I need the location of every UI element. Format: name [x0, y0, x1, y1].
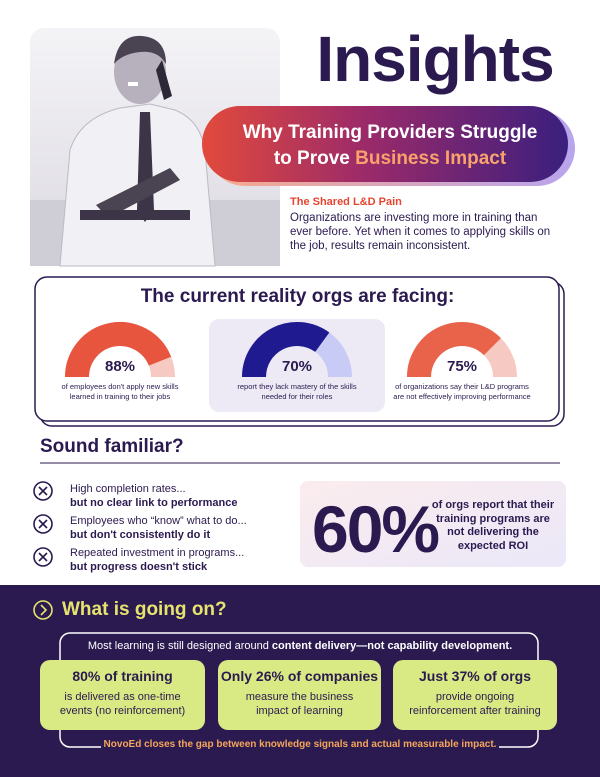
- stat-text: of employees don't apply new skills lear…: [61, 382, 179, 401]
- card-text: is delivered as one-time events (no rein…: [59, 691, 186, 717]
- card: Just 37% of orgs provide ongoing reinfor…: [393, 668, 557, 718]
- subtitle-text: to Prove: [273, 148, 350, 169]
- intro-text: Organizations are investing more in trai…: [290, 212, 551, 252]
- big-number: 60%: [312, 492, 440, 566]
- x-icon: [33, 481, 53, 567]
- lead-bold: content delivery—not capability developm…: [271, 640, 513, 652]
- section-title: What is going on?: [62, 599, 227, 620]
- card-heading: Only 26% of companies: [220, 668, 379, 684]
- item-text: High completion rates...: [70, 483, 186, 495]
- item-bold: but don't consistently do it: [70, 529, 211, 541]
- subtitle-line: Why Training Providers Struggle: [242, 122, 538, 143]
- stat-text: of organizations say their L&D programs …: [393, 382, 531, 401]
- item-bold: but no clear link to performance: [70, 497, 238, 509]
- lead: Most learning is still designed around c…: [75, 640, 525, 652]
- stat-value: 88%: [104, 358, 136, 375]
- lead-text: Most learning is still designed around: [87, 640, 269, 652]
- card: 80% of training is delivered as one-time…: [40, 668, 205, 718]
- gauge-fill: [242, 322, 330, 378]
- card-heading: 80% of training: [72, 668, 173, 684]
- arrow-icon: [33, 600, 53, 620]
- subtitle: Why Training Providers Struggle to Prove…: [215, 120, 565, 172]
- card: Only 26% of companies measure the busine…: [218, 668, 381, 718]
- intro-heading: The Shared L&D Pain: [290, 196, 402, 208]
- footer: NovoEd closes the gap between knowledge …: [90, 739, 510, 750]
- item-text: Employees who “know” what to do...: [70, 515, 247, 527]
- item-text: Repeated investment in programs...: [70, 547, 245, 559]
- gauge-fill: [65, 322, 172, 378]
- section-title: The current reality orgs are facing:: [140, 286, 455, 307]
- section-title: Sound familiar?: [40, 436, 184, 457]
- card-text: measure the business impact of learning: [245, 691, 354, 717]
- stat-value: 70%: [281, 358, 313, 375]
- item: Employees who “know” what to do... but do…: [70, 514, 290, 542]
- title: Insights: [316, 23, 554, 95]
- big-number-text: of orgs report that their training progr…: [431, 499, 555, 552]
- footer-text: NovoEd closes the gap between knowledge …: [100, 739, 500, 750]
- photo: [30, 28, 280, 267]
- stat-text: report they lack mastery of the skills n…: [237, 382, 357, 401]
- gauge-fill: [407, 322, 501, 378]
- subtitle-line: to Prove Business Impact: [215, 146, 565, 172]
- stat-value: 75%: [446, 358, 478, 375]
- card-heading: Just 37% of orgs: [418, 668, 532, 684]
- subtitle-highlight: Business Impact: [355, 148, 507, 169]
- item: Repeated investment in programs... but pr…: [70, 546, 290, 574]
- item: High completion rates... but no clear lin…: [70, 482, 290, 510]
- card-text: provide ongoing reinforcement after trai…: [409, 691, 541, 717]
- item-bold: but progress doesn't stick: [70, 561, 208, 573]
